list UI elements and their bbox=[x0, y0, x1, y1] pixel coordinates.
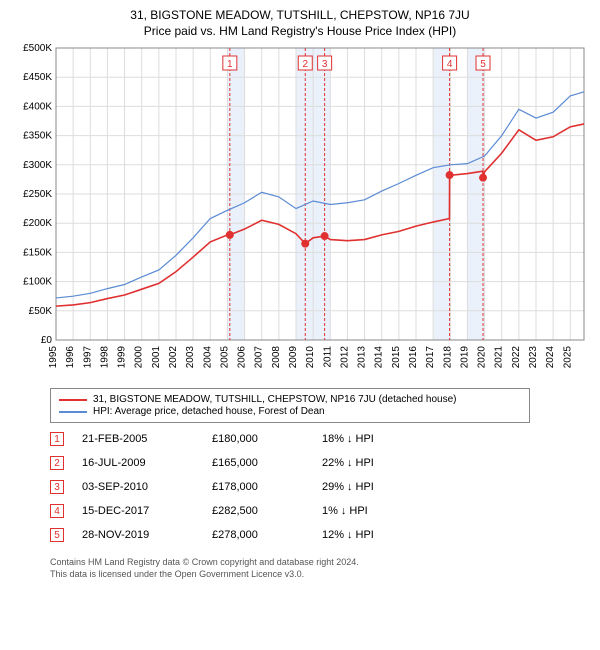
tx-price: £165,000 bbox=[212, 457, 322, 469]
svg-text:2022: 2022 bbox=[511, 346, 522, 369]
tx-diff: 12%↓HPI bbox=[322, 529, 422, 541]
footer-line-2: This data is licensed under the Open Gov… bbox=[50, 569, 590, 581]
footer-line-1: Contains HM Land Registry data © Crown c… bbox=[50, 557, 590, 569]
tx-diff: 22%↓HPI bbox=[322, 457, 422, 469]
svg-text:2004: 2004 bbox=[202, 346, 213, 369]
page-subtitle: Price paid vs. HM Land Registry's House … bbox=[10, 24, 590, 38]
tx-date: 15-DEC-2017 bbox=[82, 505, 212, 517]
svg-text:2015: 2015 bbox=[391, 346, 402, 369]
svg-text:£450K: £450K bbox=[23, 72, 52, 83]
svg-text:2001: 2001 bbox=[151, 346, 162, 369]
legend-label-hpi: HPI: Average price, detached house, Fore… bbox=[93, 406, 325, 417]
svg-text:1999: 1999 bbox=[117, 346, 128, 369]
svg-text:2000: 2000 bbox=[134, 346, 145, 369]
transactions-table: 121-FEB-2005£180,00018%↓HPI216-JUL-2009£… bbox=[50, 427, 590, 547]
svg-text:£150K: £150K bbox=[23, 247, 52, 258]
svg-text:2005: 2005 bbox=[219, 346, 230, 369]
svg-text:2019: 2019 bbox=[459, 346, 470, 369]
chart-svg: £0 £50K £100K £150K £200K £250K £300K £350K £400… bbox=[10, 42, 590, 382]
legend-swatch-hpi bbox=[59, 411, 87, 413]
tx-price: £282,500 bbox=[212, 505, 322, 517]
svg-text:2025: 2025 bbox=[562, 346, 573, 369]
report: 31, BIGSTONE MEADOW, TUTSHILL, CHEPSTOW,… bbox=[0, 0, 600, 650]
svg-text:2007: 2007 bbox=[254, 346, 265, 369]
arrow-down-icon: ↓ bbox=[347, 433, 353, 445]
tx-date: 16-JUL-2009 bbox=[82, 457, 212, 469]
svg-text:2012: 2012 bbox=[339, 346, 350, 369]
tx-diff: 18%↓HPI bbox=[322, 433, 422, 445]
svg-text:2021: 2021 bbox=[494, 346, 505, 369]
svg-text:£250K: £250K bbox=[23, 189, 52, 200]
transaction-row: 1 21-FEB-2005£180,00018%↓HPI bbox=[50, 427, 590, 451]
svg-text:2009: 2009 bbox=[288, 346, 299, 369]
svg-text:2: 2 bbox=[302, 59, 308, 70]
tx-price: £178,000 bbox=[212, 481, 322, 493]
tx-date: 21-FEB-2005 bbox=[82, 433, 212, 445]
svg-text:2016: 2016 bbox=[408, 346, 419, 369]
svg-text:4: 4 bbox=[447, 59, 453, 70]
transaction-row: 2 16-JUL-2009£165,00022%↓HPI bbox=[50, 451, 590, 475]
legend-swatch-price bbox=[59, 399, 87, 401]
svg-text:£350K: £350K bbox=[23, 131, 52, 142]
tx-marker: 3 bbox=[50, 480, 64, 494]
svg-text:£100K: £100K bbox=[23, 277, 52, 288]
svg-text:2010: 2010 bbox=[305, 346, 316, 369]
svg-text:1996: 1996 bbox=[65, 346, 76, 369]
legend-label-price: 31, BIGSTONE MEADOW, TUTSHILL, CHEPSTOW,… bbox=[93, 394, 456, 405]
svg-text:1997: 1997 bbox=[82, 346, 93, 369]
svg-text:£400K: £400K bbox=[23, 101, 52, 112]
svg-text:£500K: £500K bbox=[23, 43, 52, 54]
tx-date: 03-SEP-2010 bbox=[82, 481, 212, 493]
transaction-row: 4 15-DEC-2017£282,5001%↓HPI bbox=[50, 499, 590, 523]
svg-text:1998: 1998 bbox=[99, 346, 110, 369]
arrow-down-icon: ↓ bbox=[347, 457, 353, 469]
svg-text:2008: 2008 bbox=[271, 346, 282, 369]
svg-text:2006: 2006 bbox=[237, 346, 248, 369]
transaction-row: 3 03-SEP-2010£178,00029%↓HPI bbox=[50, 475, 590, 499]
footer: Contains HM Land Registry data © Crown c… bbox=[50, 557, 590, 580]
svg-text:5: 5 bbox=[480, 59, 486, 70]
tx-price: £180,000 bbox=[212, 433, 322, 445]
arrow-down-icon: ↓ bbox=[347, 481, 353, 493]
svg-text:3: 3 bbox=[322, 59, 328, 70]
svg-text:2013: 2013 bbox=[357, 346, 368, 369]
svg-text:£300K: £300K bbox=[23, 160, 52, 171]
svg-text:2018: 2018 bbox=[442, 346, 453, 369]
svg-text:2011: 2011 bbox=[322, 346, 333, 368]
arrow-down-icon: ↓ bbox=[347, 529, 353, 541]
svg-text:£50K: £50K bbox=[29, 306, 53, 317]
legend: 31, BIGSTONE MEADOW, TUTSHILL, CHEPSTOW,… bbox=[50, 388, 530, 423]
svg-text:2002: 2002 bbox=[168, 346, 179, 369]
arrow-down-icon: ↓ bbox=[341, 505, 347, 517]
tx-date: 28-NOV-2019 bbox=[82, 529, 212, 541]
svg-text:£200K: £200K bbox=[23, 218, 52, 229]
tx-marker: 5 bbox=[50, 528, 64, 542]
svg-text:1995: 1995 bbox=[48, 346, 59, 369]
chart: £0 £50K £100K £150K £200K £250K £300K £350K £400… bbox=[10, 42, 590, 382]
tx-diff: 1%↓HPI bbox=[322, 505, 422, 517]
legend-item-price: 31, BIGSTONE MEADOW, TUTSHILL, CHEPSTOW,… bbox=[59, 394, 521, 405]
tx-price: £278,000 bbox=[212, 529, 322, 541]
tx-diff: 29%↓HPI bbox=[322, 481, 422, 493]
svg-text:£0: £0 bbox=[41, 335, 53, 346]
tx-marker: 4 bbox=[50, 504, 64, 518]
svg-text:2020: 2020 bbox=[477, 346, 488, 369]
svg-text:2003: 2003 bbox=[185, 346, 196, 369]
svg-text:1: 1 bbox=[227, 59, 233, 70]
page-title: 31, BIGSTONE MEADOW, TUTSHILL, CHEPSTOW,… bbox=[10, 8, 590, 22]
svg-text:2014: 2014 bbox=[374, 346, 385, 369]
tx-marker: 2 bbox=[50, 456, 64, 470]
transaction-row: 5 28-NOV-2019£278,00012%↓HPI bbox=[50, 523, 590, 547]
svg-text:2023: 2023 bbox=[528, 346, 539, 369]
svg-text:2024: 2024 bbox=[545, 346, 556, 369]
tx-marker: 1 bbox=[50, 432, 64, 446]
legend-item-hpi: HPI: Average price, detached house, Fore… bbox=[59, 406, 521, 417]
svg-text:2017: 2017 bbox=[425, 346, 436, 369]
